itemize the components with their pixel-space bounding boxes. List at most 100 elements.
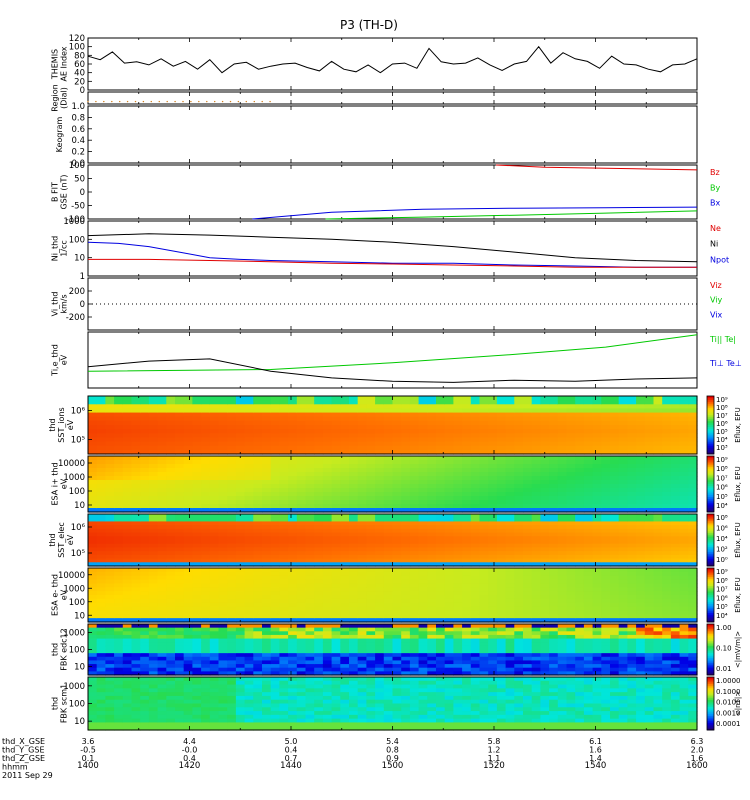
spectrogram-cell [122,642,133,647]
spectrogram-cell [409,562,420,567]
spectrogram-cell [288,591,298,596]
spectrogram-cell [679,496,689,501]
spectrogram-cell [122,606,133,612]
colorbar-segment [707,469,714,472]
spectrogram-cell [575,579,585,585]
spectrogram-cell [175,445,185,451]
spectrogram-cell [566,500,576,505]
spectrogram-cell [131,568,141,573]
spectrogram-cell [514,571,524,577]
spectrogram-cell [227,562,237,567]
spectrogram-cell [688,472,698,477]
spectrogram-cell [644,606,655,612]
spectrogram-cell [592,437,602,443]
spectrogram-cell [540,514,550,519]
spectrogram-cell [122,645,133,651]
region-dot [214,100,216,103]
spectrogram-cell [514,429,524,434]
spectrogram-cell [627,441,637,447]
spectrogram-cell [557,536,568,541]
spectrogram-cell [636,610,646,615]
spectrogram-cell [566,595,576,600]
spectrogram-cell [418,500,428,505]
colorbar-segment [707,522,714,525]
spectrogram-cell [366,543,376,549]
spectrogram-cell [288,517,298,523]
spectrogram-cell [244,583,254,588]
spectrogram-cell [496,517,507,523]
spectrogram-cell [479,464,489,469]
spectrogram-cell [618,547,628,552]
spectrogram-cell [331,416,341,422]
spectrogram-cell [314,429,324,434]
spectrogram-cell [148,528,159,534]
colorbar-segment [707,600,714,603]
spectrogram-cell [349,664,359,669]
colorbar-segment [707,562,714,565]
spectrogram-cell [305,429,315,434]
spectrogram-cell [227,528,237,534]
spectrogram-cell [401,606,411,612]
spectrogram-cell [253,412,263,418]
spectrogram-cell [218,591,228,596]
spectrogram-cell [305,595,315,600]
spectrogram-cell [218,396,228,401]
spectrogram-cell [122,468,133,473]
spectrogram-cell [627,532,637,537]
colorbar-tick-label: 10⁷ [716,586,728,594]
spectrogram-cell [505,445,515,451]
spectrogram-cell [131,547,141,552]
spectrogram-cell [679,517,689,523]
spectrogram-cell [636,412,646,418]
spectrogram-cell [262,456,272,461]
spectrogram-cell [366,551,376,556]
spectrogram-cell [235,433,246,439]
spectrogram-cell [175,528,185,534]
spectrogram-cell [262,631,272,636]
spectrogram-cell [418,614,428,619]
spectrogram-cell [366,627,376,632]
spectrogram-cell [140,554,150,560]
spectrogram-cell [296,536,307,541]
spectrogram-cell [575,456,585,461]
spectrogram-cell [262,660,272,665]
spectrogram-cell [618,571,628,577]
spectrogram-cell [201,642,211,647]
spectrogram-cell [444,504,454,509]
spectrogram-cell [114,638,124,643]
spectrogram-cell [514,456,524,461]
spectrogram-cell [653,425,663,430]
spectrogram-cell [644,445,655,451]
spectrogram-cell [566,441,576,447]
spectrogram-cell [409,500,420,505]
spectrogram-cell [436,591,446,596]
spectrogram-cell [175,562,185,567]
spectrogram-cell [610,484,620,489]
spectrogram-cell [627,614,637,619]
spectrogram-cell [227,408,237,414]
spectrogram-cell [636,488,646,493]
spectrogram-cell [166,645,176,651]
spectrogram-cell [531,437,541,443]
spectrogram-cell [557,583,568,588]
spectrogram-cell [279,575,289,581]
spectrogram-cell [131,433,141,439]
spectrogram-cell [383,595,394,600]
spectrogram-cell [244,579,254,585]
spectrogram-cell [618,543,628,549]
spectrogram-cell [253,408,263,414]
spectrogram-cell [148,400,159,405]
spectrogram-cell [349,416,359,422]
spectrogram-cell [618,500,628,505]
spectrogram-cell [566,575,576,581]
colorbar-segment [707,517,714,520]
spectrogram-cell [444,514,454,519]
spectrogram-cell [436,504,446,509]
spectrogram-cell [88,634,98,640]
spectrogram-cell [357,441,367,447]
spectrogram-cell [549,547,559,552]
y-axis-title: eV [60,589,69,600]
spectrogram-cell [366,656,376,662]
spectrogram-cell [383,514,394,519]
spectrogram-cell [427,408,437,414]
